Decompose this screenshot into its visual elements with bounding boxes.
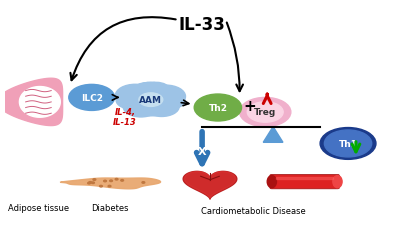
Text: Th1: Th1: [338, 139, 358, 148]
Circle shape: [139, 93, 163, 107]
Circle shape: [100, 186, 102, 187]
Circle shape: [89, 182, 92, 183]
Ellipse shape: [267, 176, 276, 188]
Circle shape: [146, 86, 186, 108]
Circle shape: [93, 179, 96, 180]
Polygon shape: [60, 178, 160, 189]
Circle shape: [116, 93, 146, 109]
Circle shape: [108, 185, 111, 187]
Polygon shape: [263, 127, 283, 143]
Circle shape: [134, 83, 167, 101]
Text: Adipose tissue: Adipose tissue: [8, 203, 69, 212]
Polygon shape: [184, 172, 236, 198]
Circle shape: [104, 180, 106, 182]
Ellipse shape: [333, 176, 342, 188]
Circle shape: [240, 98, 291, 127]
Circle shape: [92, 182, 94, 184]
Circle shape: [123, 97, 158, 117]
FancyBboxPatch shape: [270, 175, 340, 189]
Circle shape: [324, 130, 372, 157]
Circle shape: [247, 102, 283, 123]
Text: AAM: AAM: [139, 96, 162, 105]
Circle shape: [144, 83, 169, 97]
Circle shape: [69, 85, 114, 111]
Text: +: +: [243, 98, 256, 113]
Text: X: X: [198, 146, 206, 156]
Text: IL-4,
IL-13: IL-4, IL-13: [113, 107, 137, 127]
Text: Th2: Th2: [208, 104, 227, 112]
Text: IL-33: IL-33: [179, 16, 226, 34]
Circle shape: [194, 94, 242, 122]
Circle shape: [155, 93, 185, 109]
Circle shape: [320, 128, 376, 160]
Polygon shape: [276, 177, 333, 179]
Circle shape: [134, 83, 159, 98]
Text: Cardiometabolic Disease: Cardiometabolic Disease: [201, 206, 306, 215]
Text: Treg: Treg: [254, 108, 276, 117]
Polygon shape: [20, 87, 60, 118]
Circle shape: [121, 180, 124, 181]
Circle shape: [110, 180, 112, 182]
Text: ILC2: ILC2: [81, 93, 103, 102]
Circle shape: [88, 182, 90, 184]
Circle shape: [115, 85, 155, 108]
Text: Diabetes: Diabetes: [91, 203, 128, 212]
Polygon shape: [183, 172, 237, 199]
Polygon shape: [0, 79, 62, 126]
Circle shape: [142, 182, 145, 183]
Circle shape: [122, 84, 179, 116]
Circle shape: [115, 179, 118, 180]
Circle shape: [144, 97, 179, 117]
